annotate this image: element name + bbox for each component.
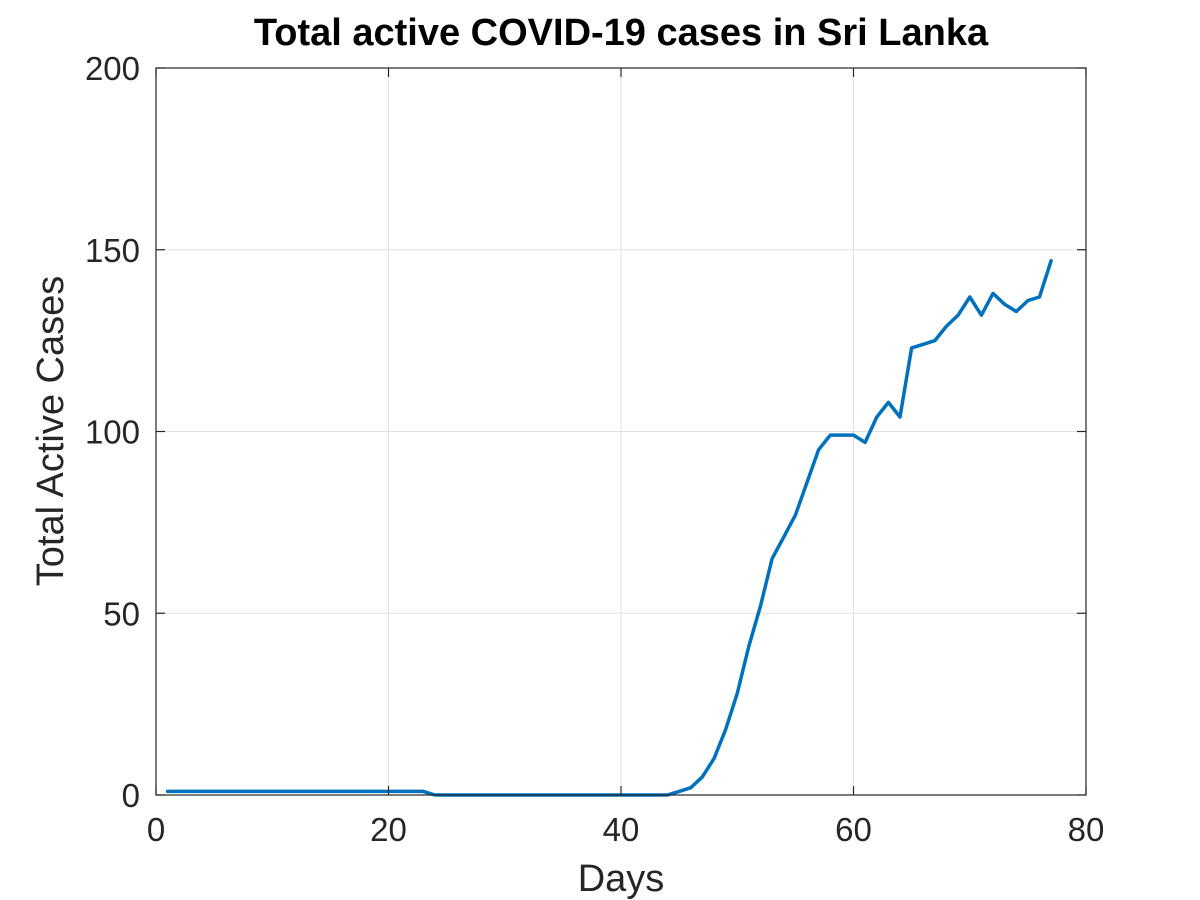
x-tick-labels: 0 20 40 60 80 [147,811,1105,848]
series-line [165,258,1053,797]
y-tick-label: 150 [85,232,140,269]
y-tick-label: 50 [103,595,140,632]
x-tick-label: 60 [835,811,872,848]
series-layer [165,258,1053,797]
y-tick-label: 200 [85,50,140,87]
chart-title: Total active COVID-19 cases in Sri Lanka [254,12,989,54]
y-tick-label: 100 [85,414,140,451]
x-tick-label: 80 [1068,811,1105,848]
grid [156,68,1086,795]
y-tick-labels: 0 50 100 150 200 [85,50,140,814]
x-tick-label: 20 [370,811,407,848]
x-tick-label: 0 [147,811,165,848]
y-axis-label: Total Active Cases [30,276,72,586]
y-tick-label: 0 [122,777,140,814]
axis-ticks [155,67,1087,796]
x-tick-label: 40 [603,811,640,848]
x-axis-label: Days [578,858,665,900]
